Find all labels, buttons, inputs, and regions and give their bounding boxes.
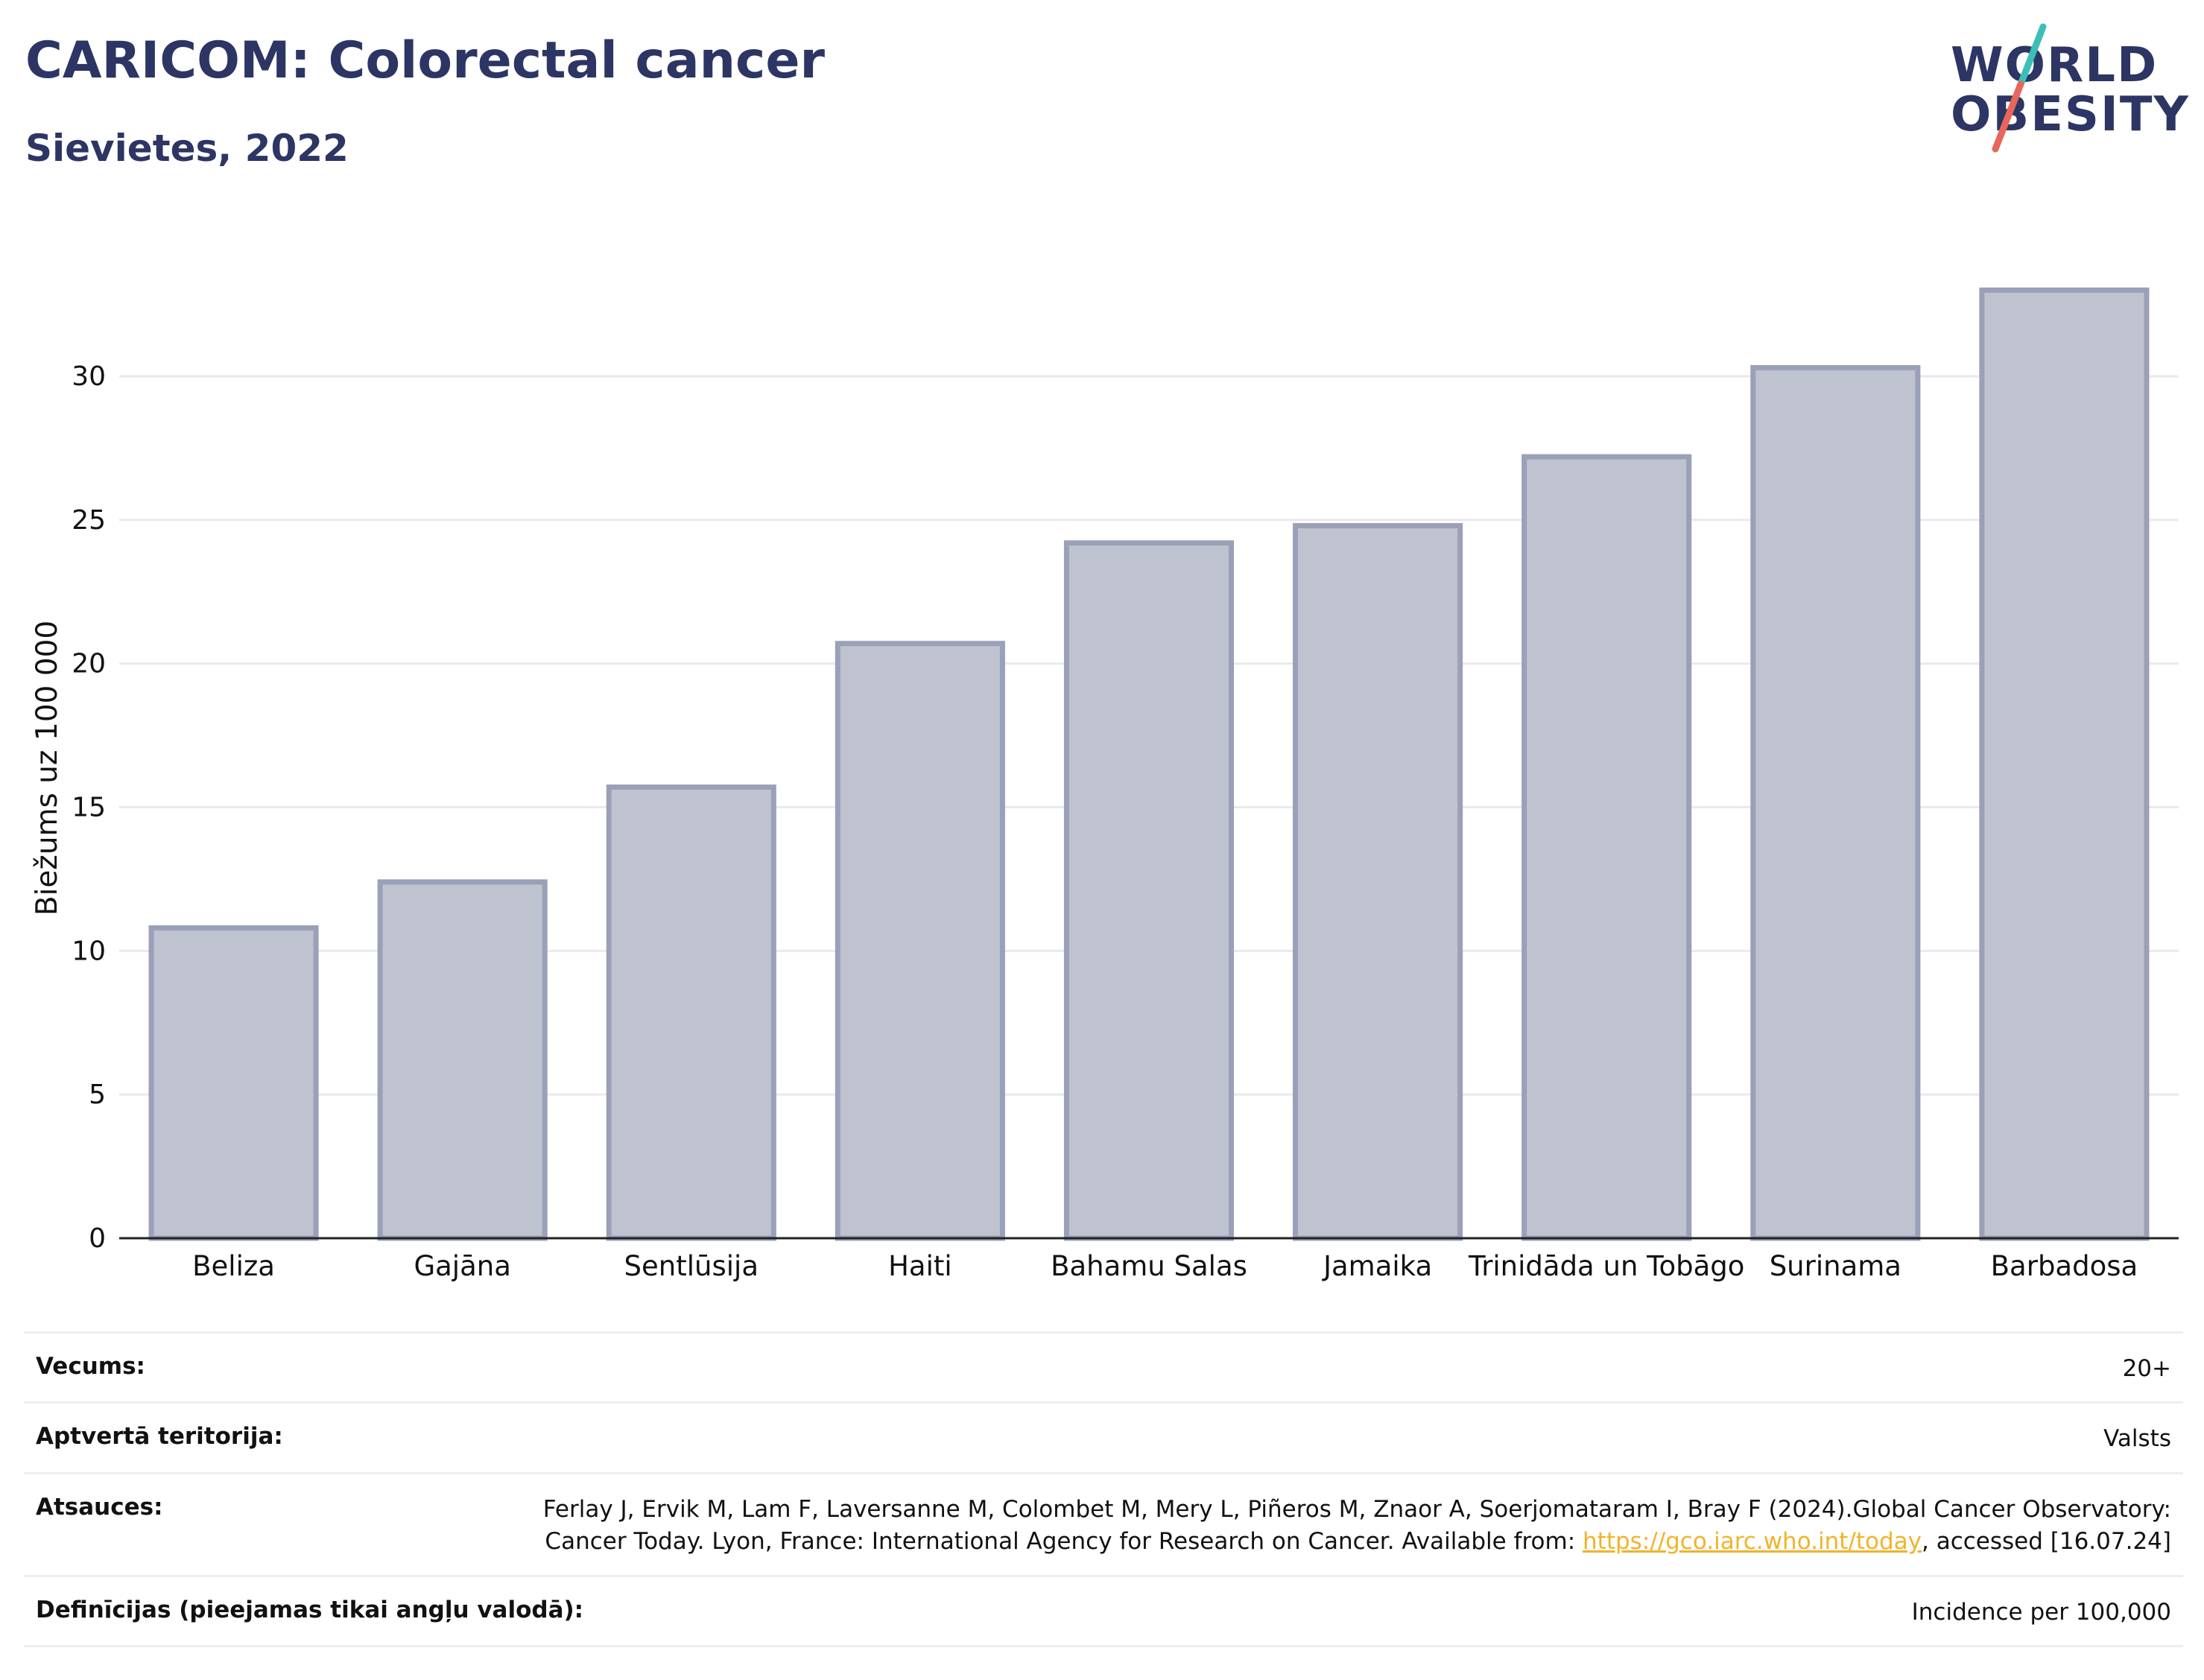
bar: [835, 641, 1005, 1241]
bar: [377, 879, 548, 1241]
bar: [1521, 454, 1692, 1241]
meta-label-references: Atsauces:: [36, 1493, 163, 1521]
bar: [148, 925, 319, 1241]
x-tick-label: Bahamu Salas: [1051, 1250, 1247, 1282]
chart-subtitle: Sievietes, 2022: [25, 127, 349, 170]
meta-label-coverage: Aptvertā teritorija:: [36, 1423, 283, 1451]
y-tick-label: 30: [72, 361, 106, 392]
meta-label-age: Vecums:: [36, 1353, 145, 1380]
meta-row-coverage: Aptvertā teritorija: Valsts: [24, 1401, 2183, 1471]
x-tick-label: Trinidāda un Tobāgo: [1468, 1250, 1744, 1282]
metadata-table: Vecums: 20+ Aptvertā teritorija: Valsts …: [24, 1331, 2183, 1647]
chart-title: CARICOM: Colorectal cancer: [25, 31, 825, 90]
x-tick-label: Barbadosa: [1991, 1250, 2138, 1282]
bar: [606, 784, 776, 1241]
y-tick-label: 15: [72, 793, 106, 823]
meta-value-definitions: Incidence per 100,000: [1911, 1598, 2171, 1626]
x-tick-label: Gajāna: [414, 1250, 510, 1282]
meta-row-references: Atsauces: Ferlay J, Ervik M, Lam F, Lave…: [24, 1471, 2183, 1575]
reference-text: Ferlay J, Ervik M, Lam F, Laversanne M, …: [542, 1495, 2171, 1556]
x-tick-label: Sentlūsija: [624, 1250, 759, 1282]
y-tick-label: 20: [72, 649, 106, 679]
meta-row-definitions: Definīcijas (pieejamas tikai angļu valod…: [24, 1574, 2183, 1647]
bar-chart: 0 5 10 15 20 25 30 Beliza Gajāna Sentlūsija Haiti B…: [31, 287, 2179, 1282]
meta-label-definitions: Definīcijas (pieejamas tikai angļu valod…: [36, 1596, 584, 1623]
bar: [1293, 523, 1463, 1241]
meta-value-coverage: Valsts: [2103, 1425, 2171, 1453]
y-tick-label: 10: [72, 936, 106, 966]
meta-value-references: Ferlay J, Ervik M, Lam F, Laversanne M, …: [487, 1494, 2171, 1559]
bar: [1063, 540, 1235, 1241]
meta-value-age: 20+: [2122, 1355, 2171, 1382]
world-obesity-logo: WORLD OBESITY: [1937, 21, 2191, 162]
bar: [1750, 365, 1921, 1241]
x-tick-label: Beliza: [192, 1250, 275, 1282]
logo-text-line1: WORLD: [1951, 38, 2159, 93]
x-tick-label: Haiti: [888, 1250, 952, 1282]
y-tick-label: 0: [89, 1223, 106, 1254]
reference-link[interactable]: https://gco.iarc.who.int/today: [1583, 1528, 1922, 1556]
reference-text-end: , accessed [16.07.24]: [1921, 1528, 2171, 1556]
bar: [1979, 287, 2150, 1241]
y-axis-title: Biežums uz 100 000: [31, 621, 64, 916]
y-tick-label: 25: [72, 505, 106, 536]
x-tick-label: Jamaika: [1322, 1250, 1432, 1282]
meta-row-age: Vecums: 20+: [24, 1331, 2183, 1401]
logo-slash-icon: [1992, 23, 2047, 153]
y-tick-label: 5: [89, 1080, 106, 1110]
logo-text-line2: OBESITY: [1951, 87, 2190, 142]
x-tick-label: Surinama: [1770, 1250, 1901, 1282]
